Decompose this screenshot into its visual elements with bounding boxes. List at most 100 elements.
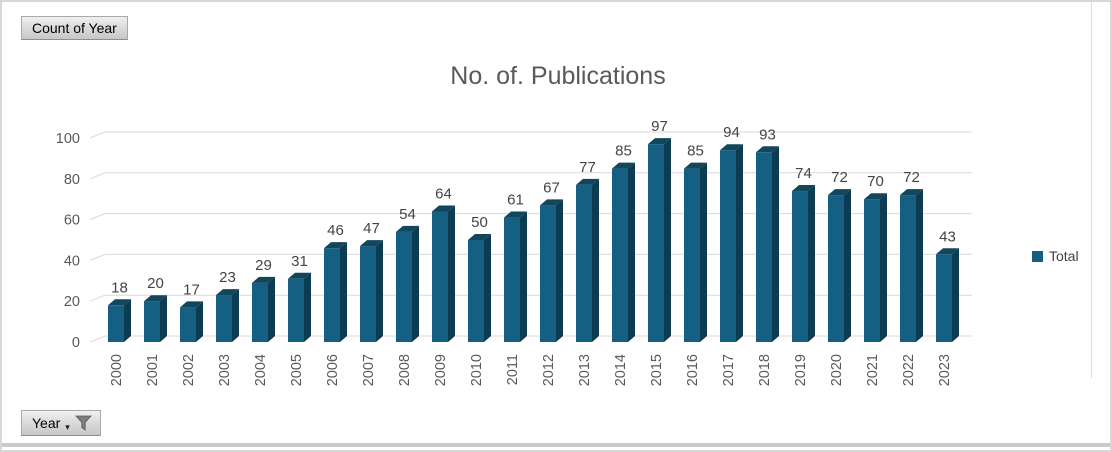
bar-side-2007[interactable] — [376, 240, 383, 342]
bar-side-2016[interactable] — [700, 162, 707, 342]
bar-side-2008[interactable] — [412, 225, 419, 342]
bar-2001[interactable] — [144, 301, 160, 342]
bar-side-2018[interactable] — [772, 146, 779, 342]
bar-2000[interactable] — [108, 305, 124, 342]
bar-top-2015[interactable] — [648, 138, 671, 145]
bar-top-2003[interactable] — [216, 289, 239, 296]
bar-top-2002[interactable] — [180, 301, 203, 308]
x-tick-label-2002: 2002 — [181, 354, 197, 386]
bar-2019[interactable] — [792, 191, 808, 342]
bar-2010[interactable] — [468, 240, 484, 342]
bar-top-2014[interactable] — [612, 162, 635, 169]
bar-side-2015[interactable] — [664, 138, 671, 342]
bar-side-2006[interactable] — [340, 242, 347, 342]
bar-top-2013[interactable] — [576, 178, 599, 185]
gridline-100 — [89, 131, 972, 139]
bar-2017[interactable] — [720, 150, 736, 342]
bar-2014[interactable] — [612, 168, 628, 342]
bar-2013[interactable] — [576, 184, 592, 342]
bar-side-2013[interactable] — [592, 178, 599, 342]
gridline-80 — [89, 172, 972, 180]
bar-2004[interactable] — [252, 282, 268, 342]
legend-swatch-total — [1032, 250, 1043, 262]
bar-side-2021[interactable] — [880, 193, 887, 342]
bar-2008[interactable] — [396, 231, 412, 342]
data-label-2014: 85 — [615, 143, 632, 160]
bar-2002[interactable] — [180, 307, 196, 342]
bar-side-2002[interactable] — [196, 301, 203, 342]
bar-top-2009[interactable] — [432, 205, 455, 212]
count-of-year-field-label: Count of Year — [32, 20, 117, 36]
bar-side-2004[interactable] — [268, 276, 275, 342]
bar-2005[interactable] — [288, 278, 304, 342]
bar-2015[interactable] — [648, 144, 664, 342]
bar-top-2005[interactable] — [288, 272, 311, 279]
x-tick-label-2007: 2007 — [361, 354, 377, 386]
bar-2020[interactable] — [828, 195, 844, 342]
bar-side-2005[interactable] — [304, 272, 311, 342]
bar-2021[interactable] — [864, 199, 880, 342]
legend[interactable]: Total — [1032, 248, 1079, 264]
y-tick-label-40: 40 — [64, 253, 80, 269]
bar-side-2011[interactable] — [520, 211, 527, 342]
data-label-2017: 94 — [723, 124, 740, 141]
bar-2006[interactable] — [324, 248, 340, 342]
count-of-year-field-button[interactable]: Count of Year — [21, 16, 128, 40]
data-label-2011: 61 — [507, 192, 524, 209]
bar-top-2023[interactable] — [936, 248, 959, 255]
bar-side-2020[interactable] — [844, 189, 851, 342]
bar-side-2014[interactable] — [628, 162, 635, 342]
y-tick-label-80: 80 — [64, 172, 80, 188]
bar-2022[interactable] — [900, 195, 916, 342]
bar-top-2016[interactable] — [684, 162, 707, 169]
bar-top-2010[interactable] — [468, 234, 491, 240]
data-label-2015: 97 — [651, 118, 668, 135]
bar-side-2023[interactable] — [952, 248, 959, 342]
chart-title: No. of. Publications — [450, 62, 666, 90]
bar-2003[interactable] — [216, 295, 232, 342]
bar-top-2021[interactable] — [864, 193, 887, 200]
bar-side-2001[interactable] — [160, 295, 167, 342]
bar-top-2012[interactable] — [540, 199, 563, 206]
bar-top-2011[interactable] — [504, 211, 527, 218]
bar-side-2010[interactable] — [484, 234, 491, 342]
bar-side-2019[interactable] — [808, 185, 815, 342]
x-tick-label-2001: 2001 — [145, 354, 161, 386]
bar-top-2022[interactable] — [900, 189, 923, 196]
bar-2007[interactable] — [360, 246, 376, 342]
data-label-2004: 29 — [255, 257, 272, 274]
x-tick-label-2008: 2008 — [397, 354, 413, 386]
filter-funnel-icon — [74, 415, 92, 431]
bar-side-2022[interactable] — [916, 189, 923, 342]
bar-2009[interactable] — [432, 211, 448, 342]
bar-top-2001[interactable] — [144, 295, 167, 302]
x-tick-label-2019: 2019 — [793, 354, 809, 386]
data-label-2007: 47 — [363, 220, 380, 237]
bar-top-2018[interactable] — [756, 146, 779, 153]
bar-side-2003[interactable] — [232, 289, 239, 342]
bar-2011[interactable] — [504, 217, 520, 342]
bar-side-2009[interactable] — [448, 205, 455, 342]
bar-side-2012[interactable] — [556, 199, 563, 342]
bar-top-2004[interactable] — [252, 276, 275, 283]
bar-2016[interactable] — [684, 168, 700, 342]
year-field-label: Year — [32, 415, 61, 431]
bar-side-2000[interactable] — [124, 299, 131, 342]
data-label-2006: 46 — [327, 222, 344, 239]
dropdown-arrow-icon: ▾ — [65, 421, 70, 432]
bar-side-2017[interactable] — [736, 144, 743, 342]
bar-top-2019[interactable] — [792, 185, 815, 192]
bar-top-2000[interactable] — [108, 299, 131, 306]
bar-top-2007[interactable] — [360, 240, 383, 247]
year-axis-filter-button[interactable]: Year ▾ — [21, 410, 101, 436]
bar-top-2020[interactable] — [828, 189, 851, 196]
bar-top-2006[interactable] — [324, 242, 347, 249]
x-tick-label-2014: 2014 — [613, 354, 629, 386]
bar-2018[interactable] — [756, 152, 772, 342]
bar-2023[interactable] — [936, 254, 952, 342]
bar-2012[interactable] — [540, 205, 556, 342]
bar-top-2008[interactable] — [396, 225, 419, 232]
x-tick-label-2011: 2011 — [505, 354, 521, 385]
bar-top-2017[interactable] — [720, 144, 743, 151]
data-label-2019: 74 — [795, 165, 812, 182]
